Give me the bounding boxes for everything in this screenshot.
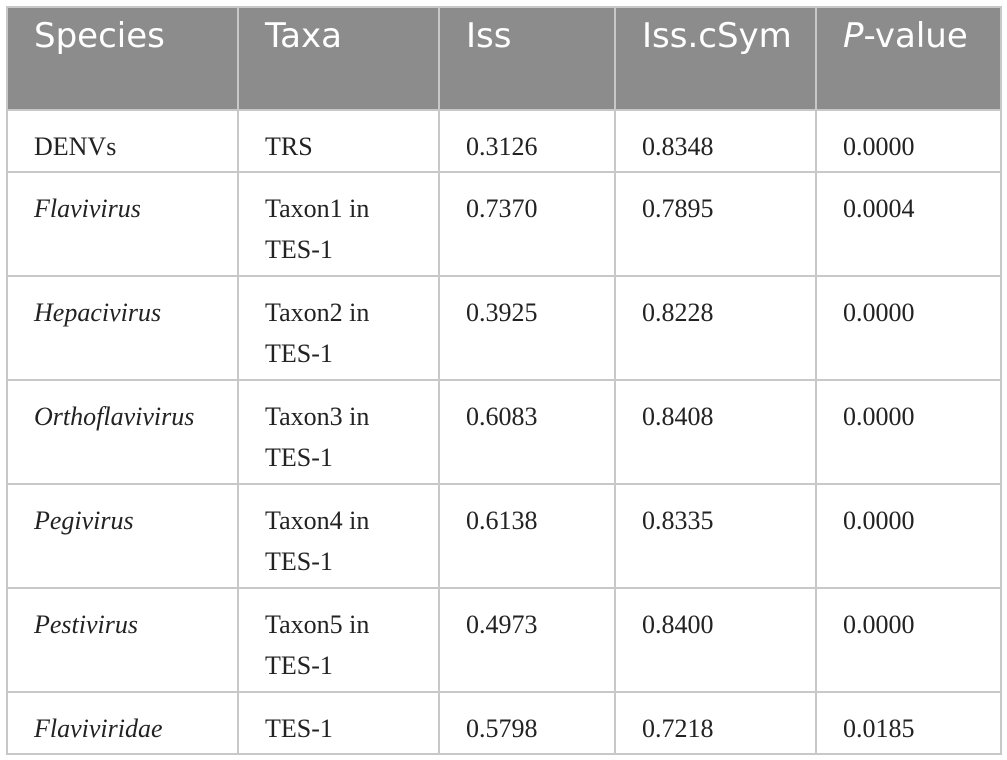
cell-p-value: 0.0004 xyxy=(815,171,1002,277)
cell-taxa: Taxon1 in TES-1 xyxy=(237,171,440,277)
cell-species: Flaviviridae xyxy=(6,691,239,755)
cell-p-value: 0.0000 xyxy=(815,379,1002,485)
cell-p-value: 0.0185 xyxy=(815,691,1002,755)
cell-taxa: Taxon3 in TES-1 xyxy=(237,379,440,485)
cell-taxa: TRS xyxy=(237,109,440,173)
cell-iss-csym: 0.8228 xyxy=(614,275,817,381)
table-row: Orthoflavivirus Taxon3 in TES-1 0.6083 0… xyxy=(6,379,1002,485)
header-taxa: Taxa xyxy=(237,6,440,111)
cell-species: Orthoflavivirus xyxy=(6,379,239,485)
cell-p-value: 0.0000 xyxy=(815,587,1002,693)
table-row: Flavivirus Taxon1 in TES-1 0.7370 0.7895… xyxy=(6,171,1002,277)
cell-species: Flavivirus xyxy=(6,171,239,277)
table-row: Pestivirus Taxon5 in TES-1 0.4973 0.8400… xyxy=(6,587,1002,693)
header-iss-csym: Iss.cSym xyxy=(614,6,817,111)
cell-p-value: 0.0000 xyxy=(815,109,1002,173)
cell-iss: 0.3925 xyxy=(438,275,616,381)
cell-iss-csym: 0.7218 xyxy=(614,691,817,755)
table-row: Flaviviridae TES-1 0.5798 0.7218 0.0185 xyxy=(6,691,1002,755)
cell-iss-csym: 0.8348 xyxy=(614,109,817,173)
table-row: Hepacivirus Taxon2 in TES-1 0.3925 0.822… xyxy=(6,275,1002,381)
cell-iss: 0.4973 xyxy=(438,587,616,693)
cell-p-value: 0.0000 xyxy=(815,275,1002,381)
header-p-value: P-value xyxy=(815,6,1002,111)
cell-iss: 0.6083 xyxy=(438,379,616,485)
cell-species: Pestivirus xyxy=(6,587,239,693)
cell-taxa: Taxon2 in TES-1 xyxy=(237,275,440,381)
table-header: Species Taxa Iss Iss.cSym P-value xyxy=(6,6,1002,111)
cell-taxa: Taxon5 in TES-1 xyxy=(237,587,440,693)
cell-species: DENVs xyxy=(6,109,239,173)
cell-iss: 0.5798 xyxy=(438,691,616,755)
header-species: Species xyxy=(6,6,239,111)
cell-iss-csym: 0.8335 xyxy=(614,483,817,589)
header-iss: Iss xyxy=(438,6,616,111)
data-table: Species Taxa Iss Iss.cSym P-value DENVs … xyxy=(6,6,1002,755)
table-row: Pegivirus Taxon4 in TES-1 0.6138 0.8335 … xyxy=(6,483,1002,589)
cell-taxa: Taxon4 in TES-1 xyxy=(237,483,440,589)
cell-taxa: TES-1 xyxy=(237,691,440,755)
table-body: DENVs TRS 0.3126 0.8348 0.0000 Flaviviru… xyxy=(6,109,1002,755)
cell-species: Hepacivirus xyxy=(6,275,239,381)
cell-species: Pegivirus xyxy=(6,483,239,589)
cell-iss-csym: 0.8408 xyxy=(614,379,817,485)
cell-iss: 0.6138 xyxy=(438,483,616,589)
header-p-value-italic: P xyxy=(843,16,864,56)
header-row: Species Taxa Iss Iss.cSym P-value xyxy=(6,6,1002,111)
cell-iss-csym: 0.7895 xyxy=(614,171,817,277)
header-p-value-rest: -value xyxy=(863,16,968,56)
cell-iss: 0.7370 xyxy=(438,171,616,277)
table-row: DENVs TRS 0.3126 0.8348 0.0000 xyxy=(6,109,1002,173)
cell-iss-csym: 0.8400 xyxy=(614,587,817,693)
cell-iss: 0.3126 xyxy=(438,109,616,173)
cell-p-value: 0.0000 xyxy=(815,483,1002,589)
